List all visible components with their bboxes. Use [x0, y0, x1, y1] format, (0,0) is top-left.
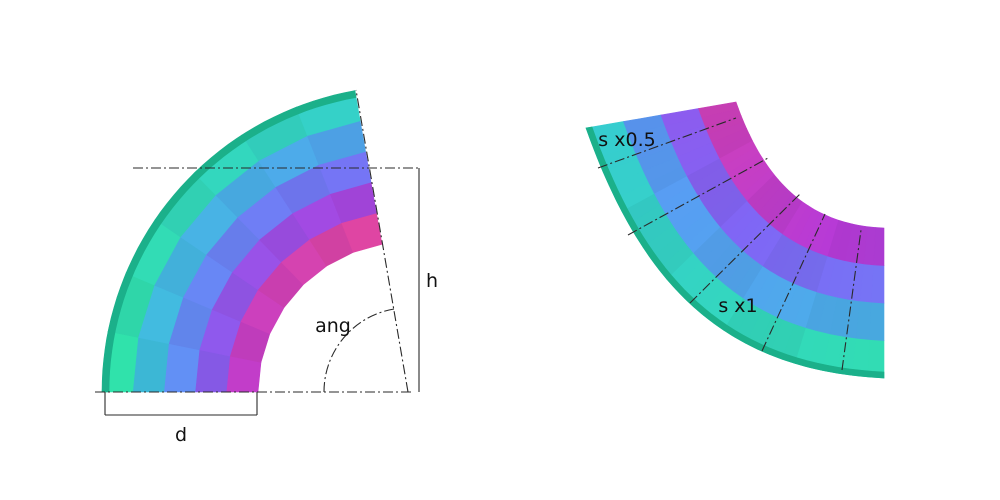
bottom-scale-label: s x1 — [718, 295, 757, 317]
tube-tile — [132, 337, 170, 393]
left-construction-lines — [95, 89, 420, 416]
outer-rim — [585, 126, 885, 379]
tube-tile — [341, 213, 383, 253]
d-label: d — [175, 424, 187, 446]
scale-line-5 — [841, 229, 862, 371]
h-label: h — [426, 270, 438, 292]
tube-tile — [871, 264, 885, 304]
tube-tile — [164, 343, 201, 393]
left-bent-tube — [101, 90, 383, 393]
tube-tile — [869, 301, 885, 341]
ang-label: ang — [315, 315, 351, 337]
end-radius-line — [355, 89, 409, 393]
scale-line-3 — [689, 193, 801, 304]
right-scaled-bent-tube — [585, 101, 885, 379]
outer-rim — [101, 90, 357, 393]
scale-line-2 — [627, 157, 769, 236]
scale-line-1 — [597, 117, 737, 169]
angle-arc — [323, 308, 395, 393]
tube-tile — [873, 227, 885, 266]
right-construction-lines — [597, 117, 862, 371]
scale-line-4 — [761, 213, 826, 352]
tube-tile — [195, 349, 231, 393]
top-scale-label: s x0.5 — [598, 129, 655, 151]
